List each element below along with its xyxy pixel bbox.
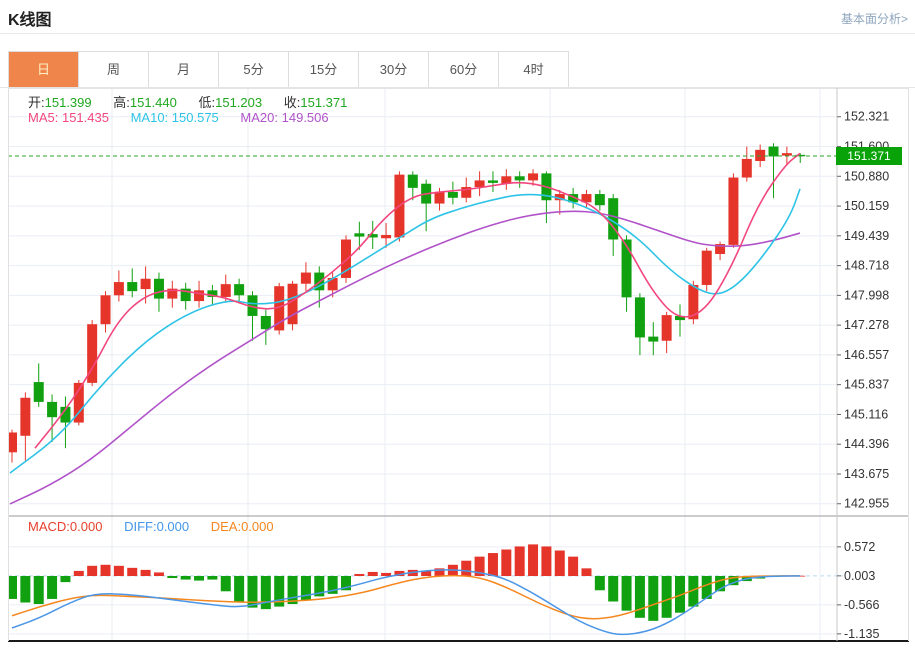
ma-row: MA5: 151.435 MA10: 150.575 MA20: 149.506: [28, 110, 347, 125]
svg-text:0.572: 0.572: [844, 540, 875, 554]
svg-text:142.955: 142.955: [844, 497, 889, 511]
svg-text:144.396: 144.396: [844, 437, 889, 451]
chart-area[interactable]: 152.321151.600150.880150.159149.439148.7…: [8, 88, 909, 644]
page-title: K线图: [8, 12, 52, 29]
low-label: 低:: [198, 95, 216, 110]
dea-label: DEA:: [210, 519, 242, 534]
svg-text:149.439: 149.439: [844, 229, 889, 243]
svg-text:-1.135: -1.135: [844, 627, 879, 641]
dea-value: 0.000: [241, 519, 274, 534]
ma20-value: 149.506: [281, 110, 329, 125]
high-value: 151.440: [129, 95, 177, 110]
fundamental-analysis-link[interactable]: 基本面分析>: [840, 12, 908, 26]
svg-text:152.321: 152.321: [844, 110, 889, 124]
ma5-label: MA5:: [28, 110, 59, 125]
ma10-label: MA10:: [130, 110, 169, 125]
diff-label: DIFF:: [124, 519, 157, 534]
open-value: 151.399: [44, 95, 92, 110]
svg-text:147.278: 147.278: [844, 318, 889, 332]
diff-value: 0.000: [156, 519, 190, 534]
header-divider: [0, 33, 915, 34]
svg-text:145.837: 145.837: [844, 378, 889, 392]
period-tab-bar: 日 周 月 5分 15分 30分 60分 4时: [8, 51, 569, 88]
tabbar-baseline: [0, 87, 915, 88]
ma20-label: MA20:: [240, 110, 278, 125]
high-label: 高:: [113, 95, 130, 110]
svg-text:145.116: 145.116: [844, 407, 888, 421]
tab-week[interactable]: 周: [79, 52, 149, 87]
svg-text:147.998: 147.998: [844, 288, 889, 302]
svg-text:0.003: 0.003: [844, 569, 875, 583]
ma5-value: 151.435: [61, 110, 109, 125]
tab-4hour[interactable]: 4时: [499, 52, 568, 87]
close-label: 收:: [283, 95, 301, 110]
svg-text:146.557: 146.557: [844, 348, 889, 362]
tab-5min[interactable]: 5分: [219, 52, 289, 87]
tab-30min[interactable]: 30分: [359, 52, 429, 87]
svg-text:-0.566: -0.566: [844, 598, 879, 612]
tab-15min[interactable]: 15分: [289, 52, 359, 87]
close-value: 151.371: [300, 95, 348, 110]
svg-text:143.675: 143.675: [844, 467, 889, 481]
open-label: 开:: [28, 95, 45, 110]
tab-day[interactable]: 日: [9, 52, 79, 87]
macd-label: MACD:: [28, 519, 70, 534]
macd-row: MACD:0.000 DIFF:0.000 DEA:0.000: [28, 519, 292, 534]
low-value: 151.203: [215, 95, 263, 110]
ma10-value: 150.575: [171, 110, 219, 125]
kline-chart-canvas[interactable]: 152.321151.600150.880150.159149.439148.7…: [8, 88, 909, 644]
current-price-badge: 151.371: [836, 147, 902, 165]
svg-text:148.718: 148.718: [844, 259, 889, 273]
svg-text:150.880: 150.880: [844, 169, 889, 183]
tab-month[interactable]: 月: [149, 52, 219, 87]
ohlc-row: 开:151.399 高:151.440 低:151.203 收:151.371: [28, 92, 365, 111]
svg-text:150.159: 150.159: [844, 199, 889, 213]
tab-60min[interactable]: 60分: [429, 52, 499, 87]
macd-value: 0.000: [69, 519, 103, 534]
